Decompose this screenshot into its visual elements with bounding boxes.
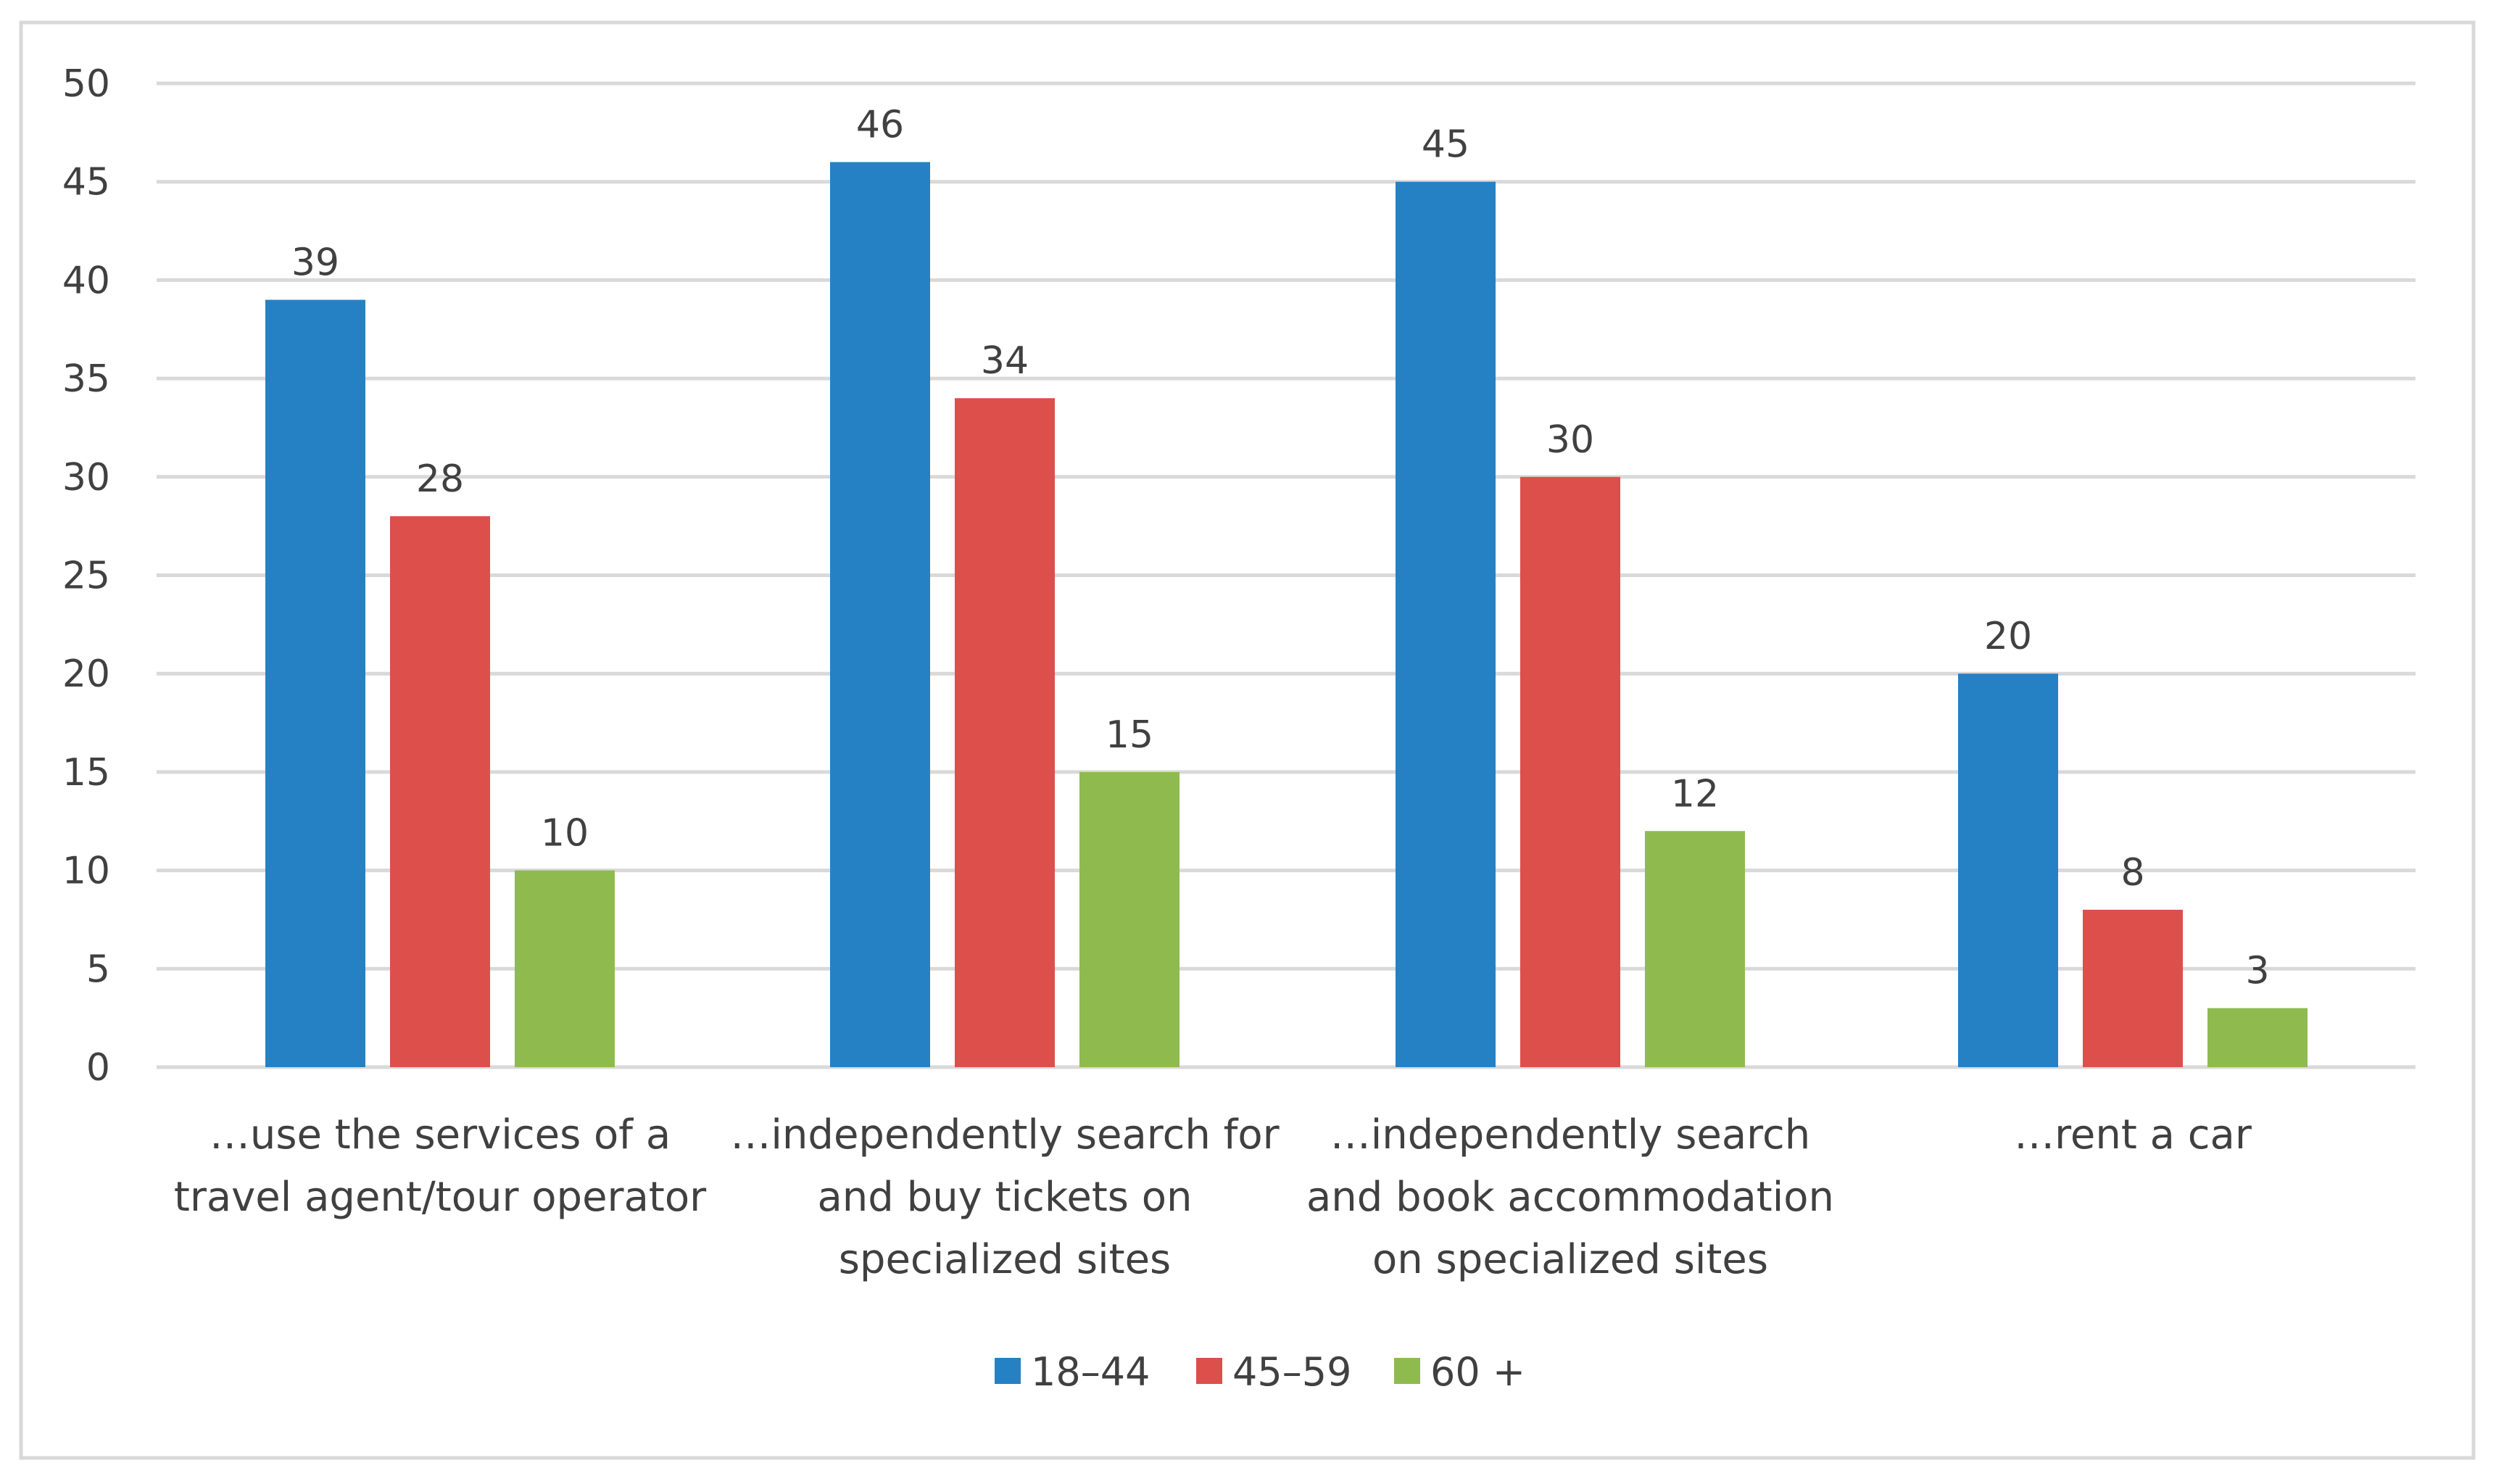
legend-swatch	[1394, 1358, 1420, 1384]
legend-item: 18–44	[995, 1349, 1150, 1395]
legend-label: 45–59	[1232, 1349, 1351, 1395]
y-tick-label: 15	[62, 751, 110, 795]
data-label: 34	[981, 339, 1029, 383]
data-label: 39	[291, 241, 339, 285]
legend: 18–44 45–59 60 +	[995, 1349, 1525, 1395]
data-label: 10	[541, 812, 589, 855]
bar	[830, 162, 930, 1067]
y-tick-label: 10	[62, 850, 110, 893]
data-label: 12	[1671, 772, 1719, 816]
bar	[265, 299, 365, 1067]
chart-frame	[19, 20, 2476, 1460]
data-label: 15	[1106, 713, 1153, 757]
bar	[1958, 673, 2058, 1067]
data-label: 46	[856, 104, 904, 147]
bar	[1520, 476, 1620, 1067]
legend-item: 45–59	[1196, 1349, 1351, 1395]
bar	[390, 516, 490, 1067]
legend-swatch	[1196, 1358, 1222, 1384]
category-label: …rent a car	[2014, 1111, 2252, 1158]
bar	[1645, 831, 1745, 1067]
data-label: 30	[1546, 418, 1594, 462]
bar	[2207, 1008, 2308, 1067]
data-label: 28	[416, 457, 464, 501]
y-tick-label: 0	[86, 1046, 110, 1090]
bar	[1079, 771, 1179, 1067]
data-label: 45	[1422, 123, 1469, 167]
bars	[265, 162, 2308, 1068]
data-label: 8	[2120, 851, 2144, 895]
y-tick-label: 35	[62, 357, 110, 401]
legend-label: 18–44	[1031, 1349, 1150, 1395]
category-label: …independently search and book accommodat…	[1306, 1111, 1834, 1283]
bar	[1396, 181, 1496, 1068]
category-label: …use the services of a travel agent/tour …	[174, 1111, 707, 1221]
y-tick-label: 25	[62, 555, 110, 598]
y-tick-label: 20	[62, 652, 110, 696]
y-axis-tick-labels: 0 5 10 15 20 25 30 35 40 45 50	[62, 62, 110, 1090]
y-tick-label: 40	[62, 259, 110, 302]
category-labels: …use the services of a travel agent/tour …	[174, 1111, 2252, 1283]
y-tick-label: 5	[86, 948, 110, 991]
bar	[2083, 909, 2183, 1067]
legend-swatch	[995, 1358, 1021, 1384]
data-label: 3	[2245, 950, 2269, 993]
legend-item: 60 +	[1394, 1349, 1525, 1395]
y-tick-label: 30	[62, 456, 110, 499]
bar	[515, 870, 615, 1067]
y-tick-label: 50	[62, 62, 110, 106]
category-label: …independently search for and buy tickets…	[730, 1111, 1280, 1283]
legend-label: 60 +	[1430, 1349, 1525, 1395]
y-tick-label: 45	[62, 161, 110, 204]
data-label: 20	[1984, 615, 2032, 658]
data-labels: 39 46 45 20 28 34 30 8 10 15 12 3	[291, 104, 2270, 993]
bar	[955, 398, 1055, 1067]
